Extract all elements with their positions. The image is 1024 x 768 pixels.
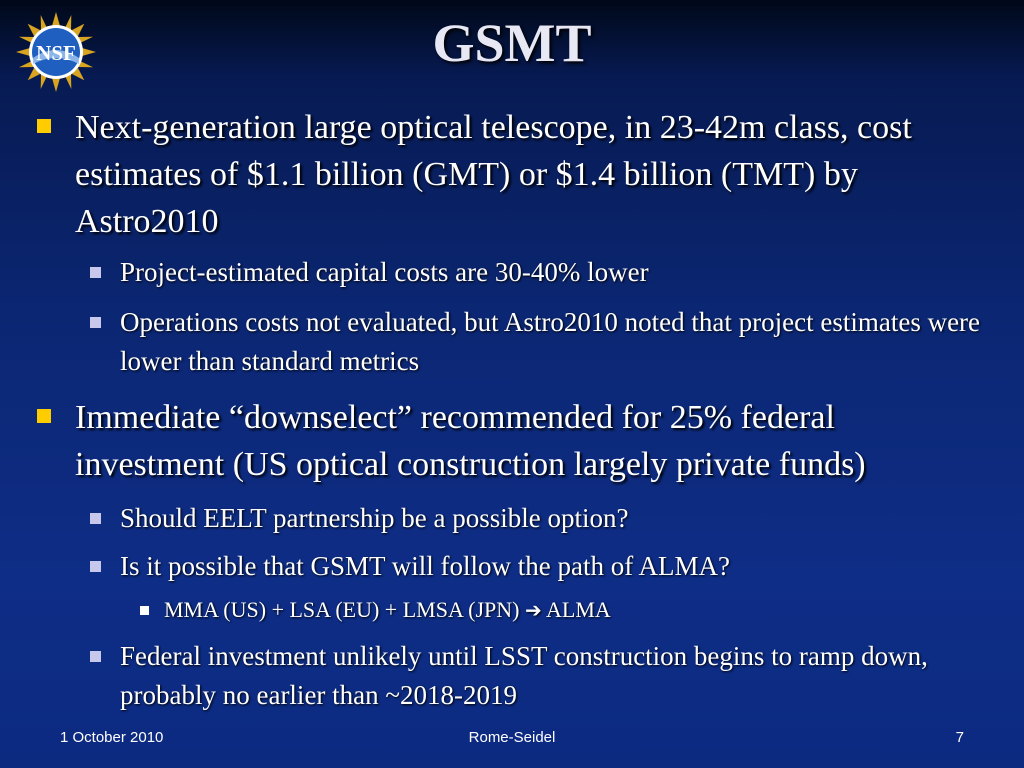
sub-bullet-square-icon bbox=[90, 267, 101, 278]
sub-sub-bullet-result: ALMA bbox=[546, 597, 611, 622]
sub-bullet-eelt: Should EELT partnership be a possible op… bbox=[90, 499, 1000, 538]
sub-bullet-square-icon bbox=[90, 317, 101, 328]
bullet-square-icon bbox=[37, 409, 51, 423]
sub-bullet-text: Is it possible that GSMT will follow the… bbox=[120, 551, 730, 581]
footer-page-number: 7 bbox=[955, 729, 964, 746]
slide-title: GSMT bbox=[432, 13, 592, 73]
bullet-text: Immediate “downselect” recommended for 2… bbox=[75, 399, 866, 483]
sub-sub-bullet-text: MMA (US) + LSA (EU) + LMSA (JPN) bbox=[164, 597, 520, 622]
sub-bullet-federal-investment: Federal investment unlikely until LSST c… bbox=[90, 637, 1000, 715]
sub-bullet-text: Project-estimated capital costs are 30-4… bbox=[120, 257, 649, 287]
sub-bullet-square-icon bbox=[90, 513, 101, 524]
sub-bullet-text: Should EELT partnership be a possible op… bbox=[120, 503, 629, 533]
bullet-telescope: Next-generation large optical telescope,… bbox=[37, 104, 990, 245]
sub-bullet-text: Operations costs not evaluated, but Astr… bbox=[120, 307, 981, 376]
sub-bullet-square-icon bbox=[90, 561, 101, 572]
bullet-text: Next-generation large optical telescope,… bbox=[75, 109, 912, 240]
sub-bullet-capital-costs: Project-estimated capital costs are 30-4… bbox=[90, 253, 1000, 292]
bullet-square-icon bbox=[37, 119, 51, 133]
sub-bullet-square-icon bbox=[90, 651, 101, 662]
sub-sub-bullet-alma-merger: MMA (US) + LSA (EU) + LMSA (JPN) ➔ ALMA bbox=[140, 595, 984, 625]
sub-sub-bullet-square-icon bbox=[140, 606, 149, 615]
sub-bullet-text: Federal investment unlikely until LSST c… bbox=[120, 641, 928, 710]
right-arrow-icon: ➔ bbox=[524, 598, 542, 622]
footer-date: 1 October 2010 bbox=[60, 729, 164, 746]
nsf-logo: NSF bbox=[16, 12, 96, 92]
footer-author: Rome-Seidel bbox=[468, 729, 556, 746]
bullet-downselect: Immediate “downselect” recommended for 2… bbox=[37, 394, 990, 488]
sub-bullet-operations-costs: Operations costs not evaluated, but Astr… bbox=[90, 303, 1000, 381]
sub-bullet-alma-path: Is it possible that GSMT will follow the… bbox=[90, 547, 1000, 586]
nsf-logo-text: NSF bbox=[36, 41, 76, 65]
